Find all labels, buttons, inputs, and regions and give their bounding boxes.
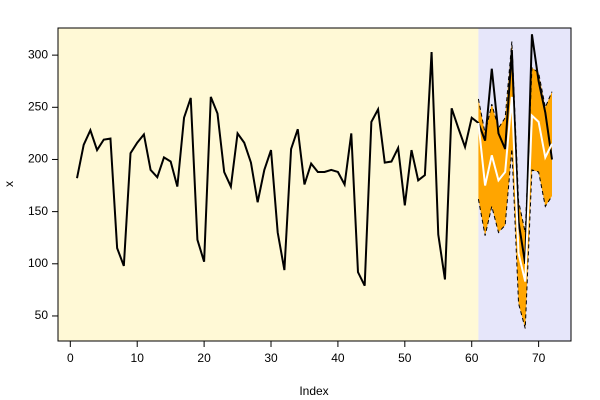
upper-bound xyxy=(477,41,553,233)
series-line xyxy=(76,34,553,287)
y-tick-label: 100 xyxy=(28,256,48,270)
series-line xyxy=(477,96,553,282)
x-tick-label: 20 xyxy=(197,351,211,365)
y-axis-label: x xyxy=(2,181,16,187)
x-tick-label: 50 xyxy=(398,351,412,365)
plot-frame xyxy=(57,27,572,342)
x-tick-label: 40 xyxy=(331,351,345,365)
x-tick-label: 0 xyxy=(67,351,74,365)
lower-bound xyxy=(477,148,553,329)
y-tick-label: 150 xyxy=(28,204,48,218)
x-tick-label: 10 xyxy=(131,351,145,365)
x-tick-label: 70 xyxy=(532,351,546,365)
background-history xyxy=(58,28,479,341)
x-tick-label: 30 xyxy=(264,351,278,365)
x-tick-label: 60 xyxy=(465,351,479,365)
y-tick-label: 300 xyxy=(28,47,48,61)
y-tick-label: 250 xyxy=(28,99,48,113)
x-axis-label: Index xyxy=(299,384,328,398)
y-tick-label: 50 xyxy=(35,308,49,322)
y-tick-label: 200 xyxy=(28,152,48,166)
